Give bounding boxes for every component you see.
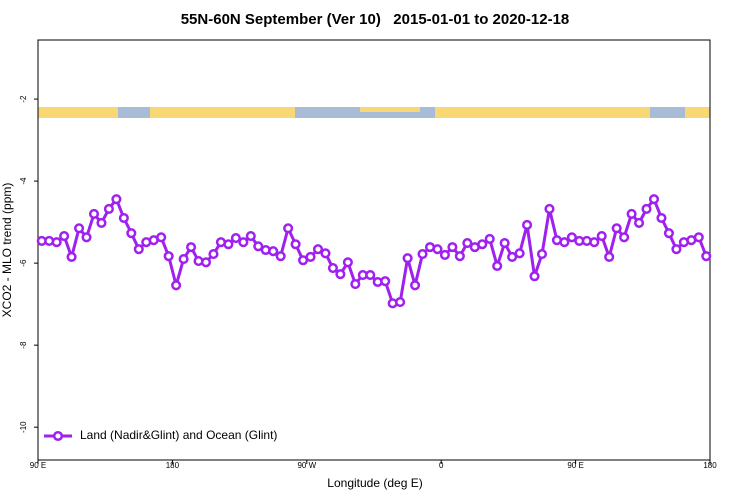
data-point [253,241,264,252]
data-point [514,248,525,259]
data-point [462,237,473,249]
land-strip [685,107,710,118]
data-point [305,251,316,263]
land-strip [435,107,650,118]
data-point [51,237,62,248]
data-point [596,231,607,242]
x-tick-label: 90 E [30,461,46,470]
data-point [275,251,286,262]
x-tick-label: 180 [166,461,180,470]
data-point [223,239,234,250]
data-point [648,194,660,205]
data-point [402,253,413,264]
data-point [312,244,324,255]
data-point [566,232,577,243]
data-point [283,223,294,234]
data-point [395,297,406,308]
data-point [432,244,443,255]
x-tick-label: 90 W [297,461,316,470]
data-point [663,228,674,239]
y-axis-label: XCO2 - MLO trend (ppm) [0,183,14,318]
land-strip [360,107,420,112]
data-point [559,237,570,248]
data-point [454,251,465,262]
data-point [693,232,704,243]
land-strip [38,107,118,118]
data-point [589,237,600,248]
data-point [268,246,279,257]
legend-marker [52,430,64,442]
data-point [656,212,667,224]
data-point [439,249,450,260]
data-point [245,231,256,242]
data-point [126,228,137,239]
data-point [380,276,391,287]
y-tick-label: -10 [19,421,28,433]
data-point [365,269,376,281]
data-point [118,212,129,224]
data-point [604,251,615,263]
data-point [96,217,107,228]
plot-frame [37,39,711,461]
x-tick-label: 90 E [567,461,583,470]
data-point [290,239,301,250]
data-point [484,233,495,244]
data-point [522,219,533,231]
chart-title: 55N-60N September (Ver 10) 2015-01-01 to… [181,11,570,28]
data-point [59,231,70,242]
data-point [536,249,548,260]
data-point [320,248,331,259]
data-point [634,217,645,228]
ocean-strip [38,107,710,118]
data-point [156,232,167,243]
data-point [171,280,182,291]
x-axis-label: Longitude (deg E) [327,476,422,490]
x-tick-label: 180 [703,461,717,470]
y-tick-label: -4 [19,177,28,185]
x-tick-label: 0 [439,461,444,470]
data-point [200,257,212,268]
data-point [492,260,503,272]
data-point [701,251,712,262]
y-tick-label: -8 [19,341,28,349]
data-point [238,237,249,248]
data-point [417,249,428,260]
data-point [447,242,458,253]
data-point [74,223,85,234]
data-point [88,208,100,219]
data-point [626,208,637,219]
data-point [544,203,555,215]
data-point [619,232,630,243]
data-point [133,244,144,255]
map-strip [38,107,710,118]
data-point [342,257,353,268]
data-point [611,223,622,234]
data-point [499,237,510,249]
y-tick-label: -6 [19,259,28,267]
data-point [477,239,488,250]
data-point [163,251,174,262]
legend-label: Land (Nadir&Glint) and Ocean (Glint) [80,428,277,442]
data-point [103,203,114,215]
data-point [186,242,197,253]
data-point [335,269,346,280]
data-point [66,251,77,263]
data-point [410,280,421,291]
y-tick-label: -2 [19,95,28,103]
data-point [327,262,338,274]
data-point [178,253,189,265]
data-point [350,278,361,290]
data-point [671,244,682,255]
data-point [507,251,518,263]
data-point [81,232,92,243]
data-point [230,233,241,244]
land-strip [150,107,295,118]
data-point [208,249,219,260]
data-point [529,271,540,282]
data-point [111,194,122,205]
data-point [641,203,652,215]
